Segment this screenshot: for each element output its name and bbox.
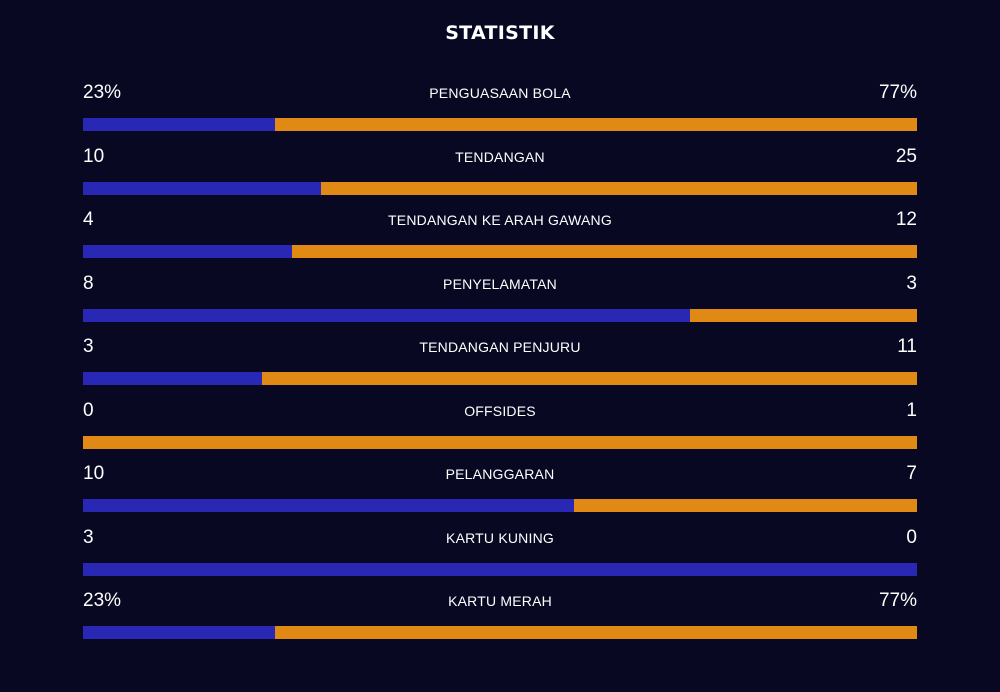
away-bar-fill <box>261 372 917 385</box>
home-bar-fill <box>83 245 292 258</box>
comparison-bar <box>83 435 917 449</box>
away-value: 12 <box>895 209 917 230</box>
home-bar-fill <box>83 562 917 576</box>
away-value: 3 <box>906 272 917 294</box>
home-value: 0 <box>83 399 94 421</box>
away-bar-fill <box>274 118 917 131</box>
home-value: 3 <box>83 336 94 357</box>
home-value: 23% <box>83 590 122 611</box>
comparison-bar <box>83 118 917 131</box>
stat-label: KARTU MERAH <box>448 593 552 609</box>
away-bar-fill <box>274 626 917 639</box>
away-value: 1 <box>906 399 917 421</box>
away-value: 77% <box>878 590 917 611</box>
away-value: 0 <box>906 526 917 548</box>
away-bar-fill <box>573 499 917 512</box>
stats-title: STATISTIK <box>445 22 555 44</box>
comparison-bar <box>83 245 917 258</box>
stat-label: PENGUASAAN BOLA <box>429 85 571 101</box>
comparison-bar <box>83 308 917 322</box>
comparison-bar <box>83 181 917 195</box>
stat-row-red-cards: 23% KARTU MERAH 77% <box>83 588 917 652</box>
home-bar-fill <box>83 308 690 322</box>
stat-label: PENYELAMATAN <box>443 275 557 292</box>
away-value: 7 <box>906 463 917 484</box>
comparison-bar <box>83 499 917 512</box>
home-value: 3 <box>83 526 94 548</box>
comparison-bar <box>83 626 917 639</box>
away-bar-fill <box>83 435 917 449</box>
stat-label: TENDANGAN PENJURU <box>419 339 581 355</box>
away-bar-fill <box>291 245 917 258</box>
stat-row-corners: 3 TENDANGAN PENJURU 11 <box>83 334 917 398</box>
away-value: 25 <box>895 145 917 167</box>
stat-label: OFFSIDES <box>464 402 536 419</box>
home-value: 10 <box>83 463 105 484</box>
stat-row-shots: 10 TENDANGAN 25 <box>83 144 917 208</box>
away-value: 11 <box>897 336 917 357</box>
away-value: 77% <box>878 82 917 103</box>
stat-row-offsides: 0 OFFSIDES 1 <box>83 398 917 462</box>
away-bar-fill <box>321 181 917 195</box>
home-bar-fill <box>83 499 574 512</box>
stat-row-shots-on-target: 4 TENDANGAN KE ARAH GAWANG 12 <box>83 207 917 271</box>
home-bar-fill <box>83 372 262 385</box>
home-bar-fill <box>83 626 275 639</box>
stat-row-yellow-cards: 3 KARTU KUNING 0 <box>83 525 917 589</box>
comparison-bar <box>83 372 917 385</box>
stat-label: KARTU KUNING <box>446 529 554 546</box>
comparison-bar <box>83 562 917 576</box>
stat-label: TENDANGAN <box>455 148 545 165</box>
stat-label: TENDANGAN KE ARAH GAWANG <box>388 212 612 228</box>
home-bar-fill <box>83 118 275 131</box>
home-value: 8 <box>83 272 94 294</box>
stat-row-saves: 8 PENYELAMATAN 3 <box>83 271 917 335</box>
home-value: 10 <box>83 145 105 167</box>
home-value: 4 <box>83 209 94 230</box>
home-value: 23% <box>83 82 122 103</box>
stat-row-ball-possession: 23% PENGUASAAN BOLA 77% <box>83 80 917 144</box>
stats-list: 23% PENGUASAAN BOLA 77% 10 TENDANGAN 25 … <box>83 80 917 652</box>
stat-label: PELANGGARAN <box>445 466 555 482</box>
away-bar-fill <box>689 308 917 322</box>
stat-row-fouls: 10 PELANGGARAN 7 <box>83 461 917 525</box>
home-bar-fill <box>83 181 322 195</box>
